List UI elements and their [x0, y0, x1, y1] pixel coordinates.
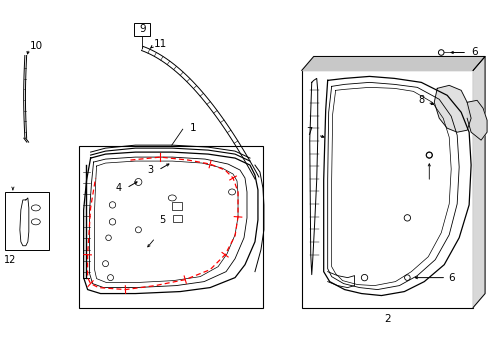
- Polygon shape: [472, 57, 484, 307]
- Bar: [172, 202, 182, 210]
- Bar: [5, 192, 49, 250]
- Text: 7: 7: [306, 127, 312, 137]
- Polygon shape: [301, 57, 484, 71]
- Text: 2: 2: [384, 314, 390, 324]
- Bar: [79, 146, 263, 307]
- Polygon shape: [466, 100, 486, 140]
- Text: 11: 11: [153, 39, 166, 49]
- Text: 5: 5: [159, 215, 165, 225]
- Bar: [134, 23, 150, 36]
- Text: 12: 12: [4, 255, 16, 265]
- Text: 6: 6: [447, 273, 453, 283]
- Text: 4: 4: [115, 183, 122, 193]
- Text: 3: 3: [147, 165, 153, 175]
- Bar: [301, 71, 472, 307]
- Text: 9: 9: [139, 24, 145, 34]
- Polygon shape: [433, 85, 470, 132]
- Text: 10: 10: [30, 41, 43, 50]
- Text: 8: 8: [417, 95, 424, 105]
- Bar: [173, 215, 182, 222]
- Text: 6: 6: [470, 48, 476, 58]
- Text: 1: 1: [189, 123, 196, 133]
